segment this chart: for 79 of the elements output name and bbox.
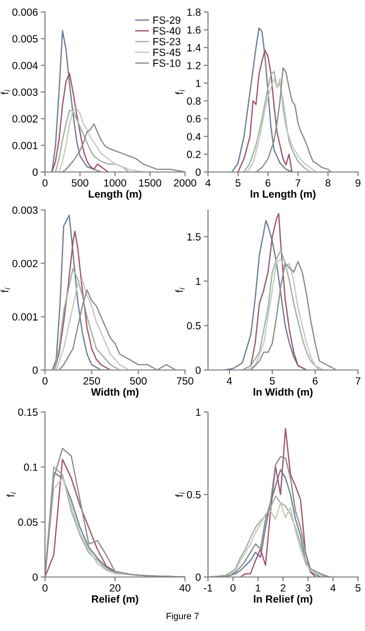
x-tick-label: 5 [270,377,275,385]
x-tick-label: 6 [266,179,270,187]
legend-label: FS-10 [153,59,180,67]
y-tick-label: 0.2 [186,150,201,158]
y-tick-label: 0.05 [18,518,38,526]
y-tick-label: 0.002 [12,260,38,268]
y-axis-title: f$_{i}$ [0,288,10,293]
x-tick-label: 40 [179,584,190,592]
x-tick-label: 0 [42,377,48,385]
y-tick-label: 1.8 [187,8,201,16]
x-tick-label: 8 [326,179,330,187]
y-tick-label: 0.001 [12,313,38,321]
y-tick-label: 0.6 [186,115,201,123]
y-axis-title: f$_{i}$ [6,492,16,498]
x-tick-label: 7 [296,179,300,186]
y-tick-label: 0.003 [12,88,38,96]
y-axis-title: f$_{i}$ [175,90,185,95]
y-tick-label: 0 [32,366,38,374]
y-tick-label: 0 [32,574,38,581]
y-tick-label: 0 [196,574,201,581]
y-tick-label: 0.8 [186,97,201,105]
y-tick-label: 0.003 [12,206,38,214]
legend-label: FS-40 [153,27,180,35]
x-tick-label: 250 [84,377,100,385]
x-axis-title: Length (m) [88,190,142,200]
caption: Figure 7 [166,612,199,621]
x-tick-label: 4 [205,179,211,186]
y-tick-label: 0.1 [24,464,38,471]
x-axis-title: Relief (m) [92,595,138,605]
x-tick-label: 4 [226,377,232,384]
x-tick-label: 1 [256,584,260,592]
y-tick-label: 0 [196,366,201,374]
x-tick-label: 7 [356,377,360,384]
y-axis-title: f$_{i}$ [175,288,185,293]
x-tick-label: 6 [312,377,318,385]
y-axis-title: f$_{i}$ [175,492,185,498]
x-tick-label: 4 [330,584,336,592]
x-tick-label: 0 [42,179,48,187]
y-tick-label: 0.005 [12,35,38,43]
x-tick-label: 1500 [139,179,162,187]
x-tick-label: 5 [236,179,240,187]
y-tick-label: 0.001 [12,142,38,150]
x-tick-label: 3 [306,584,310,592]
y-tick-label: 0.5 [186,491,201,498]
x-tick-label: 20 [110,584,120,592]
y-tick-label: 0 [32,168,38,176]
x-tick-label: 1000 [104,179,126,187]
x-tick-label: 5 [356,584,360,592]
legend-label: FS-45 [153,48,180,56]
legend-label: FS-29 [153,16,180,24]
y-tick-label: 1.6 [187,26,201,34]
legend-label: FS-23 [153,38,180,46]
x-tick-label: 0 [230,584,236,592]
x-tick-label: 500 [72,179,88,187]
x-axis-title: Width (m) [91,388,138,398]
y-tick-label: 1 [196,80,201,87]
y-tick-label: 1.4 [187,44,201,52]
y-tick-label: 0 [196,168,201,176]
x-axis-title: ln Length (m) [250,190,316,200]
x-axis-title: ln Relief (m) [254,595,312,605]
x-tick-label: -1 [204,584,212,592]
y-tick-label: 0.002 [12,115,38,123]
x-tick-label: 750 [176,377,194,385]
y-tick-label: 1.2 [187,62,201,70]
x-axis-title: ln Width (m) [254,388,313,398]
x-tick-label: 0 [42,584,48,592]
y-tick-label: 1.5 [187,233,201,241]
x-tick-label: 500 [130,377,147,385]
y-tick-label: 1 [196,278,201,285]
y-axis-title: f$_{i}$ [0,90,10,95]
y-tick-label: 0.004 [12,62,38,70]
x-tick-label: 2 [280,584,286,592]
x-tick-label: 2000 [174,179,196,187]
y-tick-label: 0.4 [186,132,201,140]
x-tick-label: 9 [356,179,360,187]
y-tick-label: 1 [196,408,201,416]
y-tick-label: 0.5 [186,322,201,330]
y-tick-label: 0.006 [12,8,38,16]
y-tick-label: 0.15 [18,408,38,416]
